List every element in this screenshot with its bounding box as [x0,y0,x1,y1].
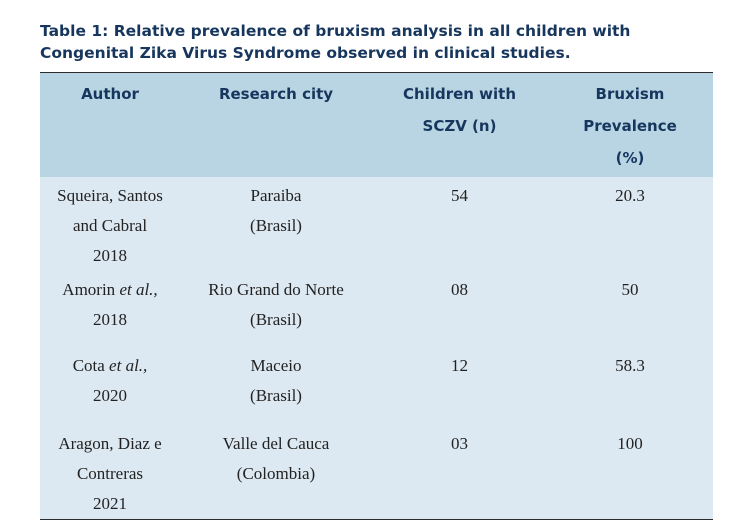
prevalence-cell: 50 [621,280,639,299]
header-prevalence-label-line-3: (%) [615,149,645,167]
table-row: Cota et al., 2020 Maceio (Brasil) 12 58.… [40,351,713,427]
author-cell: Aragon, Diaz e Contreras 2021 [40,427,180,519]
author-line: Aragon, Diaz e [58,434,162,453]
prevalence-cell: 58.3 [615,356,645,375]
author-line: Cota et al., [44,351,176,381]
table-row: Amorin et al., 2018 Rio Grand do Norte (… [40,271,713,351]
prevalence-cell: 100 [617,434,643,453]
caption-line-2: Congenital Zika Virus Syndrome observed … [40,44,571,62]
header-author-label: Author [81,85,139,103]
author-year: 2018 [93,246,127,265]
children-count-cell: 08 [451,280,468,299]
author-name: Amorin [62,280,116,299]
header-research-city: Research city [180,73,372,177]
table-body: Squeira, Santos and Cabral 2018 Paraiba … [40,177,713,519]
caption-line-1: Table 1: Relative prevalence of bruxism … [40,22,631,40]
author-line: Contreras [76,464,144,483]
city-name: Rio Grand do Norte [208,280,344,299]
author-et-al: et al., [119,280,158,299]
author-year: 2018 [93,310,127,329]
city-country: (Brasil) [250,216,302,235]
header-bruxism-prevalence: Bruxism Prevalence (%) [547,73,713,177]
header-author: Author [40,73,180,177]
header-prevalence-label-line-2: Prevalence [583,117,677,135]
city-country: (Brasil) [250,310,302,329]
city-name: Valle del Cauca [222,434,330,453]
bruxism-prevalence-table: Author Research city Children with SCZV … [40,73,713,519]
city-country: (Colombia) [236,464,316,483]
research-city-cell: Maceio (Brasil) [180,351,372,427]
author-et-al: et al., [109,356,148,375]
city-country: (Brasil) [250,386,302,405]
author-cell: Cota et al., 2020 [40,351,180,427]
author-name: Cota [72,356,105,375]
research-city-cell: Valle del Cauca (Colombia) [180,427,372,519]
table-row: Aragon, Diaz e Contreras 2021 Valle del … [40,427,713,519]
city-name: Maceio [250,356,302,375]
city-name: Paraiba [250,186,302,205]
table-row: Squeira, Santos and Cabral 2018 Paraiba … [40,177,713,271]
author-year: 2021 [93,494,127,513]
header-children-count: Children with SCZV (n) [372,73,547,177]
header-prevalence-label-line-1: Bruxism [595,85,665,103]
research-city-cell: Rio Grand do Norte (Brasil) [180,271,372,351]
author-line: and Cabral [72,216,148,235]
children-count-cell: 03 [451,434,468,453]
author-cell: Squeira, Santos and Cabral 2018 [40,177,180,271]
author-cell: Amorin et al., 2018 [40,271,180,351]
header-row: Author Research city Children with SCZV … [40,73,713,177]
table-caption: Table 1: Relative prevalence of bruxism … [40,20,720,64]
header-children-label-line-1: Children with [402,85,517,103]
author-line: Squeira, Santos [57,186,163,205]
prevalence-cell: 20.3 [615,186,645,205]
research-city-cell: Paraiba (Brasil) [180,177,372,271]
children-count-cell: 54 [451,186,468,205]
header-research-city-label: Research city [218,85,334,103]
children-count-cell: 12 [451,356,468,375]
bruxism-table-container: Author Research city Children with SCZV … [40,72,713,520]
table-header: Author Research city Children with SCZV … [40,73,713,177]
author-line: Amorin et al., [44,275,176,305]
header-children-label-line-2: SCZV (n) [422,117,497,135]
author-year: 2020 [93,386,127,405]
